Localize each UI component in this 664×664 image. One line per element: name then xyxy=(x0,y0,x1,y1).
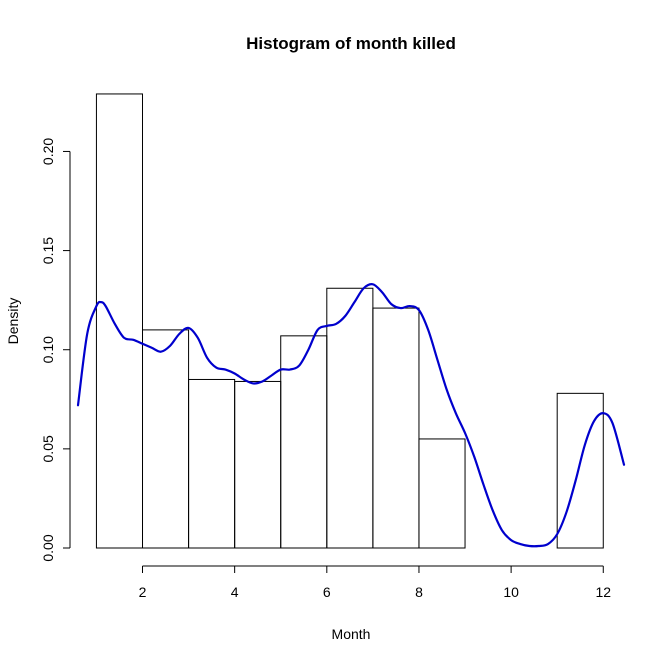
y-axis: 0.00 0.05 0.10 0.15 0.20 xyxy=(40,138,71,562)
histogram-bar-6 xyxy=(326,287,374,549)
histogram-bar-2 xyxy=(142,329,190,549)
x-tick-label-8: 8 xyxy=(415,584,423,600)
x-tick-label-12: 12 xyxy=(595,584,611,600)
x-axis-label: Month xyxy=(332,626,371,642)
x-tick-label-2: 2 xyxy=(139,584,147,600)
x-tick-label-10: 10 xyxy=(503,584,519,600)
x-axis: 2 4 6 8 10 12 xyxy=(139,565,611,600)
density-curve xyxy=(76,283,626,548)
curve-layer xyxy=(76,283,626,548)
histogram-bar-5 xyxy=(280,335,328,549)
y-tick-label-1: 0.05 xyxy=(40,435,56,462)
y-tick-label-4: 0.20 xyxy=(40,138,56,165)
histogram-bar-3 xyxy=(188,378,236,549)
y-tick-label-0: 0.00 xyxy=(40,534,56,561)
histogram-bar-1 xyxy=(95,93,144,549)
y-tick-label-2: 0.10 xyxy=(40,336,56,363)
histogram-bar-7 xyxy=(372,307,420,549)
x-tick-label-4: 4 xyxy=(231,584,239,600)
bars-layer xyxy=(95,93,604,549)
histogram-bar-11 xyxy=(556,392,604,549)
histogram-bar-4 xyxy=(234,380,282,549)
y-axis-label: Density xyxy=(5,298,21,345)
x-tick-label-6: 6 xyxy=(323,584,331,600)
chart-title: Histogram of month killed xyxy=(246,34,456,53)
y-tick-label-3: 0.15 xyxy=(40,237,56,264)
histogram-bar-8 xyxy=(418,438,466,549)
